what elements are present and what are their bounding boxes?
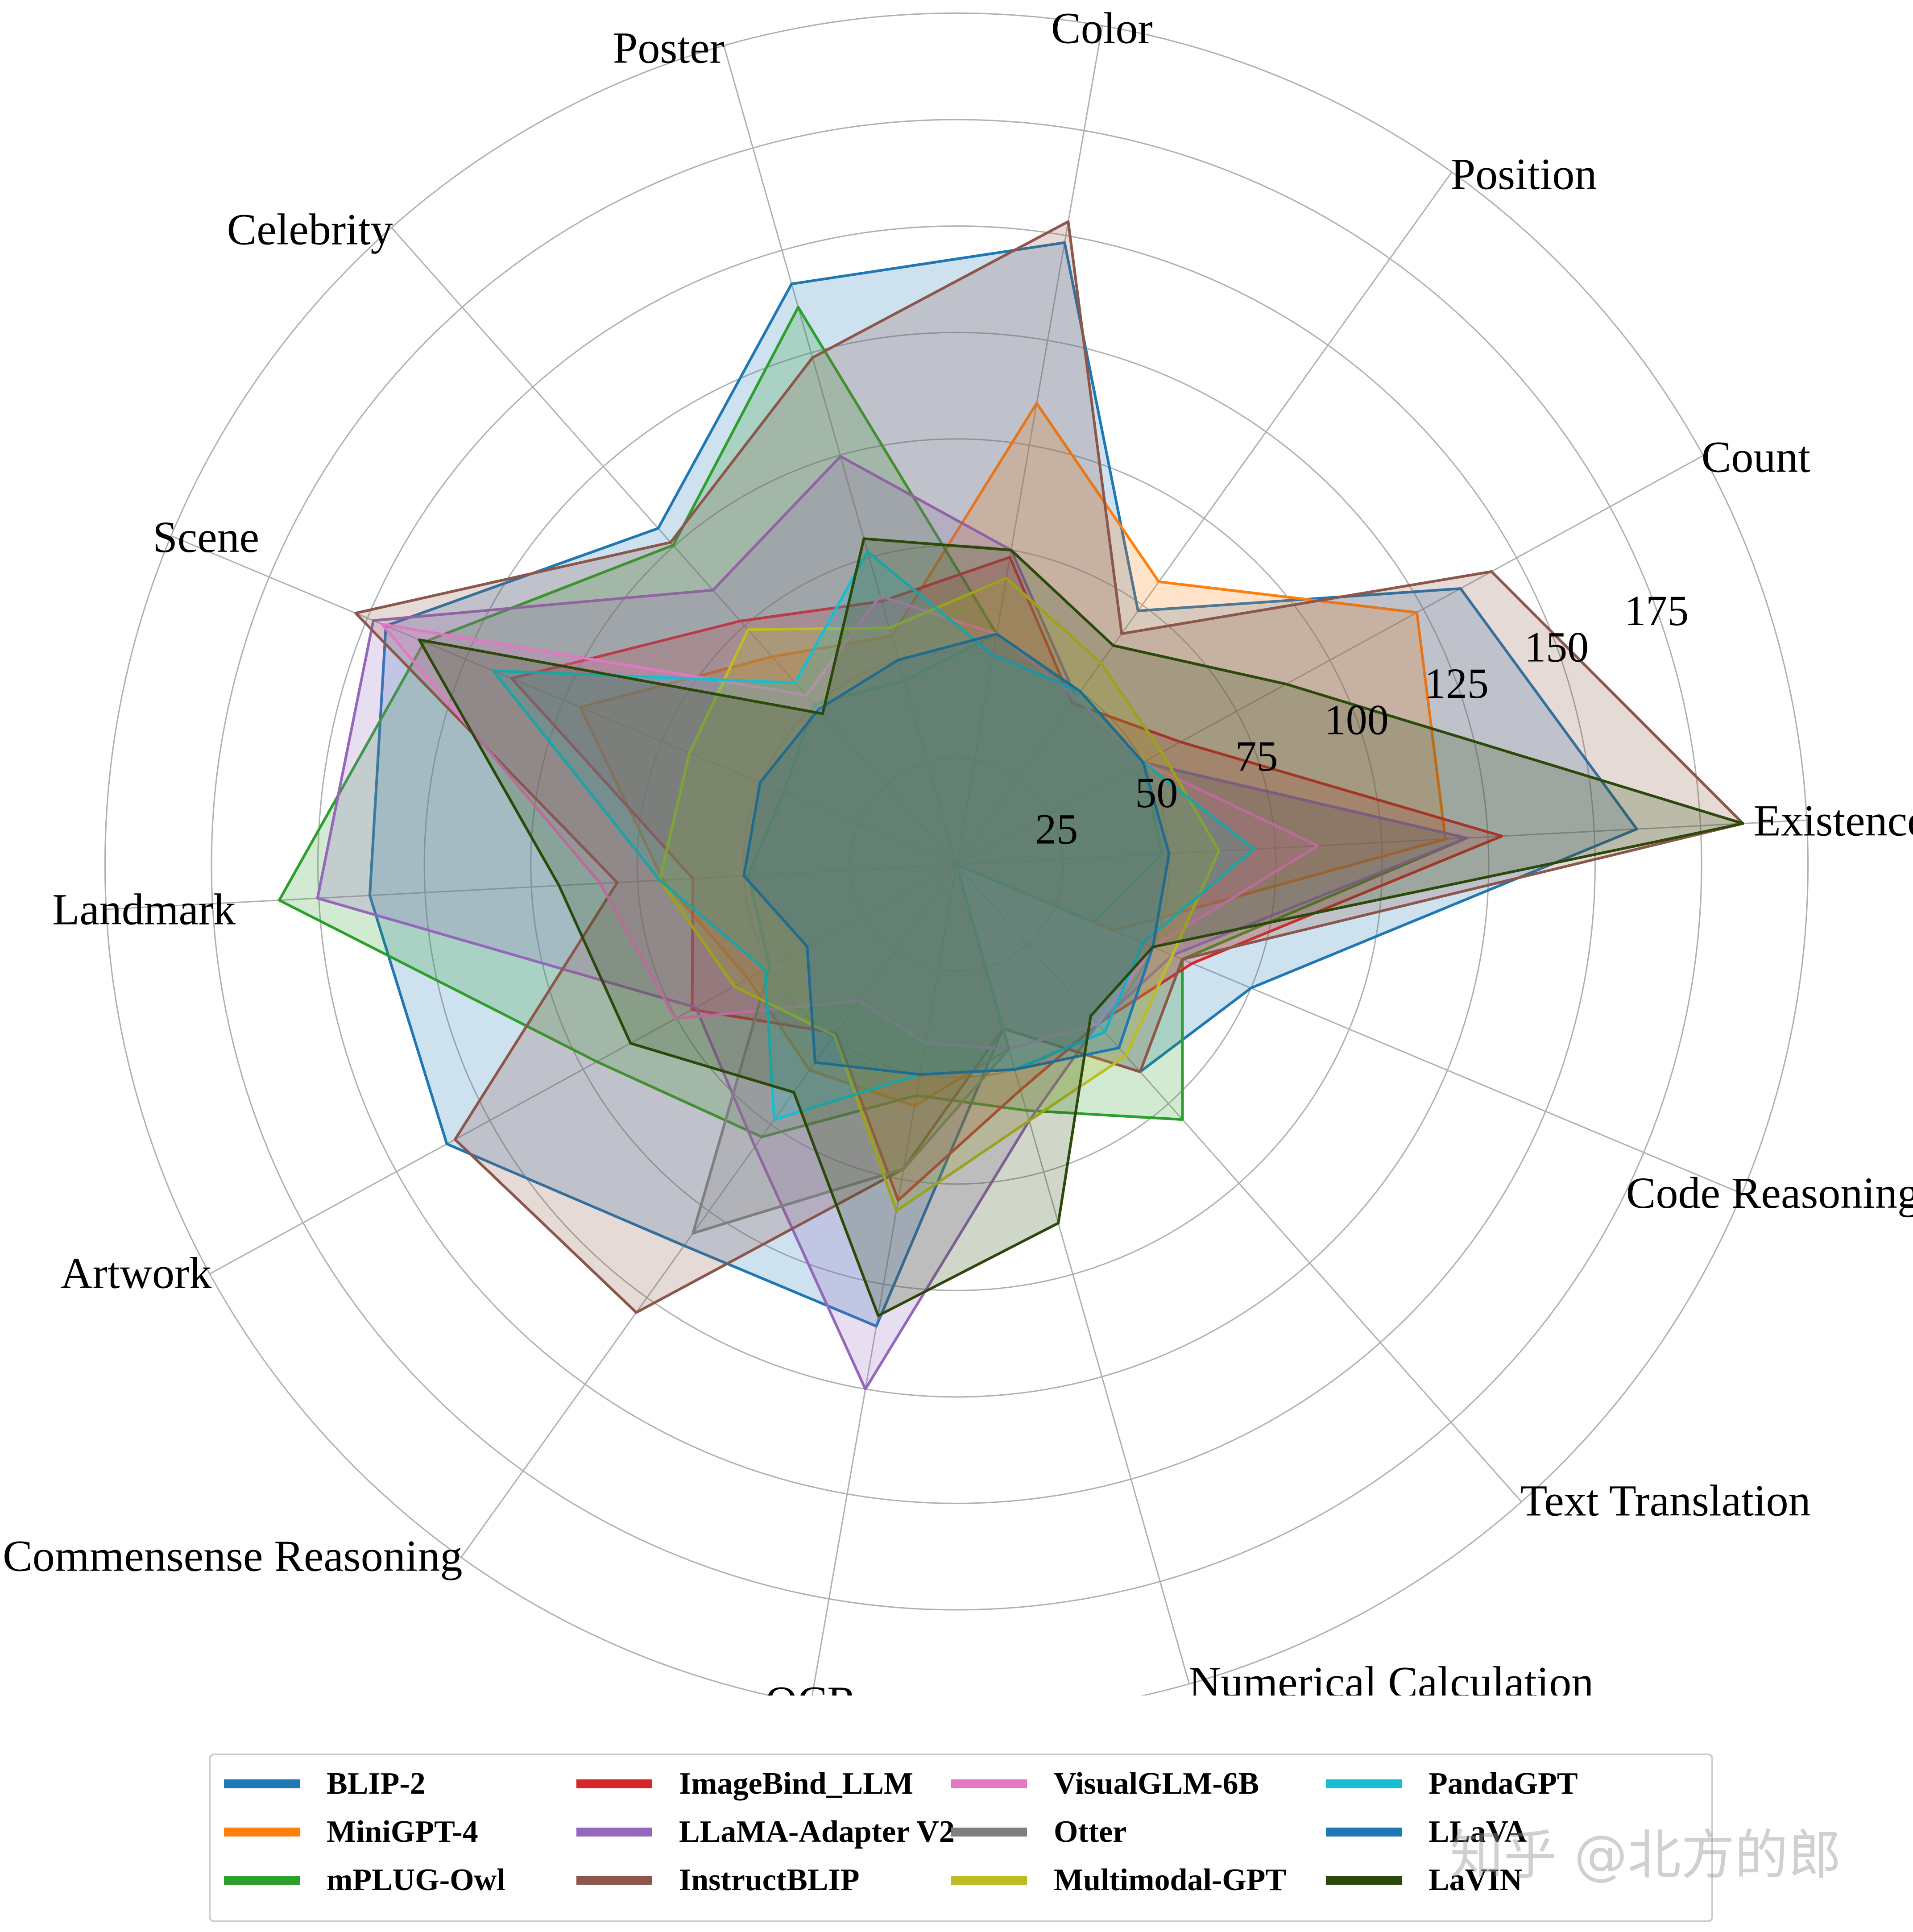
legend-swatch: [951, 1779, 1027, 1788]
legend-item: BLIP-2: [224, 1762, 426, 1806]
radar-labels: 25 50 75 100 125 150 175 Existence Count Position…: [3, 3, 1913, 1696]
legend-item: Multimodal-GPT: [951, 1858, 1286, 1903]
axis-label-celebrity: Celebrity: [227, 205, 393, 254]
legend-label: mPLUG-Owl: [327, 1863, 505, 1897]
legend-swatch: [224, 1828, 300, 1837]
legend-label: Otter: [1054, 1815, 1127, 1849]
legend-label: Multimodal-GPT: [1054, 1863, 1287, 1897]
r-tick-label: 150: [1524, 623, 1589, 671]
grid-ring: [423, 332, 1490, 1398]
axis-label-existence: Existence: [1754, 796, 1913, 845]
r-tick-label: 75: [1235, 732, 1278, 780]
legend-item: LLaMA-Adapter V2: [576, 1810, 955, 1854]
watermark: 知乎 @北方的郎: [1450, 1824, 1842, 1886]
grid-ring: [104, 12, 1809, 1696]
legend-item: PandaGPT: [1326, 1762, 1578, 1806]
grid-spoke: [106, 864, 957, 910]
legend-label: VisualGLM-6B: [1054, 1766, 1259, 1801]
legend-label: InstructBLIP: [679, 1863, 860, 1897]
legend-item: MiniGPT-4: [224, 1810, 478, 1854]
axis-label-landmark: Landmark: [52, 885, 236, 934]
r-tick-label: 175: [1624, 587, 1689, 634]
r-tick-label: 100: [1325, 696, 1389, 744]
legend-swatch: [224, 1779, 300, 1788]
series-lavin: [418, 537, 1744, 1317]
radar-grid: [104, 12, 1809, 1696]
axis-label-commensense-reasoning: Commensense Reasoning: [3, 1531, 462, 1581]
grid-spoke: [811, 864, 957, 1696]
radar-chart: 25 50 75 100 125 150 175 Existence Count Position…: [3, 3, 1913, 1696]
legend-label: PandaGPT: [1429, 1766, 1578, 1801]
grid-spoke: [956, 864, 1522, 1502]
legend-label: LLaVA: [1429, 1815, 1527, 1849]
series-visualglm-6b: [381, 594, 1319, 1051]
legend-item: mPLUG-Owl: [224, 1858, 505, 1903]
legend-item: LaVIN: [1326, 1858, 1522, 1903]
legend-swatch: [576, 1828, 652, 1837]
legend-label: LLaMA-Adapter V2: [679, 1815, 955, 1849]
axis-label-position: Position: [1451, 149, 1597, 199]
grid-ring: [743, 651, 1170, 1078]
grid-ring: [530, 438, 1383, 1291]
legend-label: MiniGPT-4: [327, 1815, 478, 1849]
legend-item: Otter: [951, 1810, 1126, 1854]
grid-ring: [849, 757, 1064, 972]
legend-swatch: [1326, 1828, 1402, 1837]
grid-spoke: [209, 864, 957, 1275]
grid-spoke: [956, 25, 1103, 865]
axis-label-ocr: OCR: [765, 1677, 857, 1696]
legend-swatch: [576, 1876, 652, 1885]
legend-swatch: [576, 1779, 652, 1788]
series-pandagpt: [492, 550, 1256, 1121]
r-tick-label: 25: [1035, 805, 1078, 853]
r-tick-label: 125: [1424, 659, 1489, 707]
legend-item: VisualGLM-6B: [951, 1762, 1259, 1806]
legend-swatch: [1326, 1779, 1402, 1788]
grid-spoke: [956, 171, 1453, 865]
axis-label-text-translation: Text Translation: [1520, 1476, 1810, 1525]
legend-swatch: [951, 1828, 1027, 1837]
axis-label-artwork: Artwork: [60, 1248, 211, 1298]
legend-item: InstructBLIP: [576, 1858, 859, 1903]
radar-series-layer: [277, 220, 1744, 1391]
legend-label: ImageBind_LLM: [679, 1766, 914, 1801]
axis-label-code-reasoning: Code Reasoning: [1626, 1168, 1913, 1218]
legend-swatch: [951, 1876, 1027, 1885]
legend-swatch: [1326, 1876, 1402, 1885]
axis-label-poster: Poster: [613, 23, 725, 73]
legend-label: LaVIN: [1429, 1863, 1523, 1897]
grid-spoke: [956, 819, 1807, 866]
legend-item: ImageBind_LLM: [576, 1762, 913, 1806]
grid-spoke: [956, 455, 1704, 866]
axis-label-color: Color: [1051, 3, 1153, 53]
axis-label-count: Count: [1702, 432, 1811, 481]
grid-ring: [211, 119, 1702, 1611]
grid-spoke: [170, 535, 957, 866]
axis-label-numerical-calculation: Numerical Calculation: [1188, 1657, 1594, 1696]
grid-spoke: [460, 864, 957, 1558]
r-tick-label: 50: [1135, 769, 1178, 817]
legend: BLIP-2 MiniGPT-4 mPLUG-Owl ImageBind_LLM LLa…: [209, 1754, 1713, 1922]
legend-swatch: [224, 1876, 300, 1885]
legend-item: LLaVA: [1326, 1810, 1527, 1854]
grid-ring: [317, 225, 1596, 1504]
axis-label-scene: Scene: [153, 512, 259, 562]
legend-label: BLIP-2: [327, 1766, 426, 1801]
series-instructblip: [354, 220, 1744, 1314]
